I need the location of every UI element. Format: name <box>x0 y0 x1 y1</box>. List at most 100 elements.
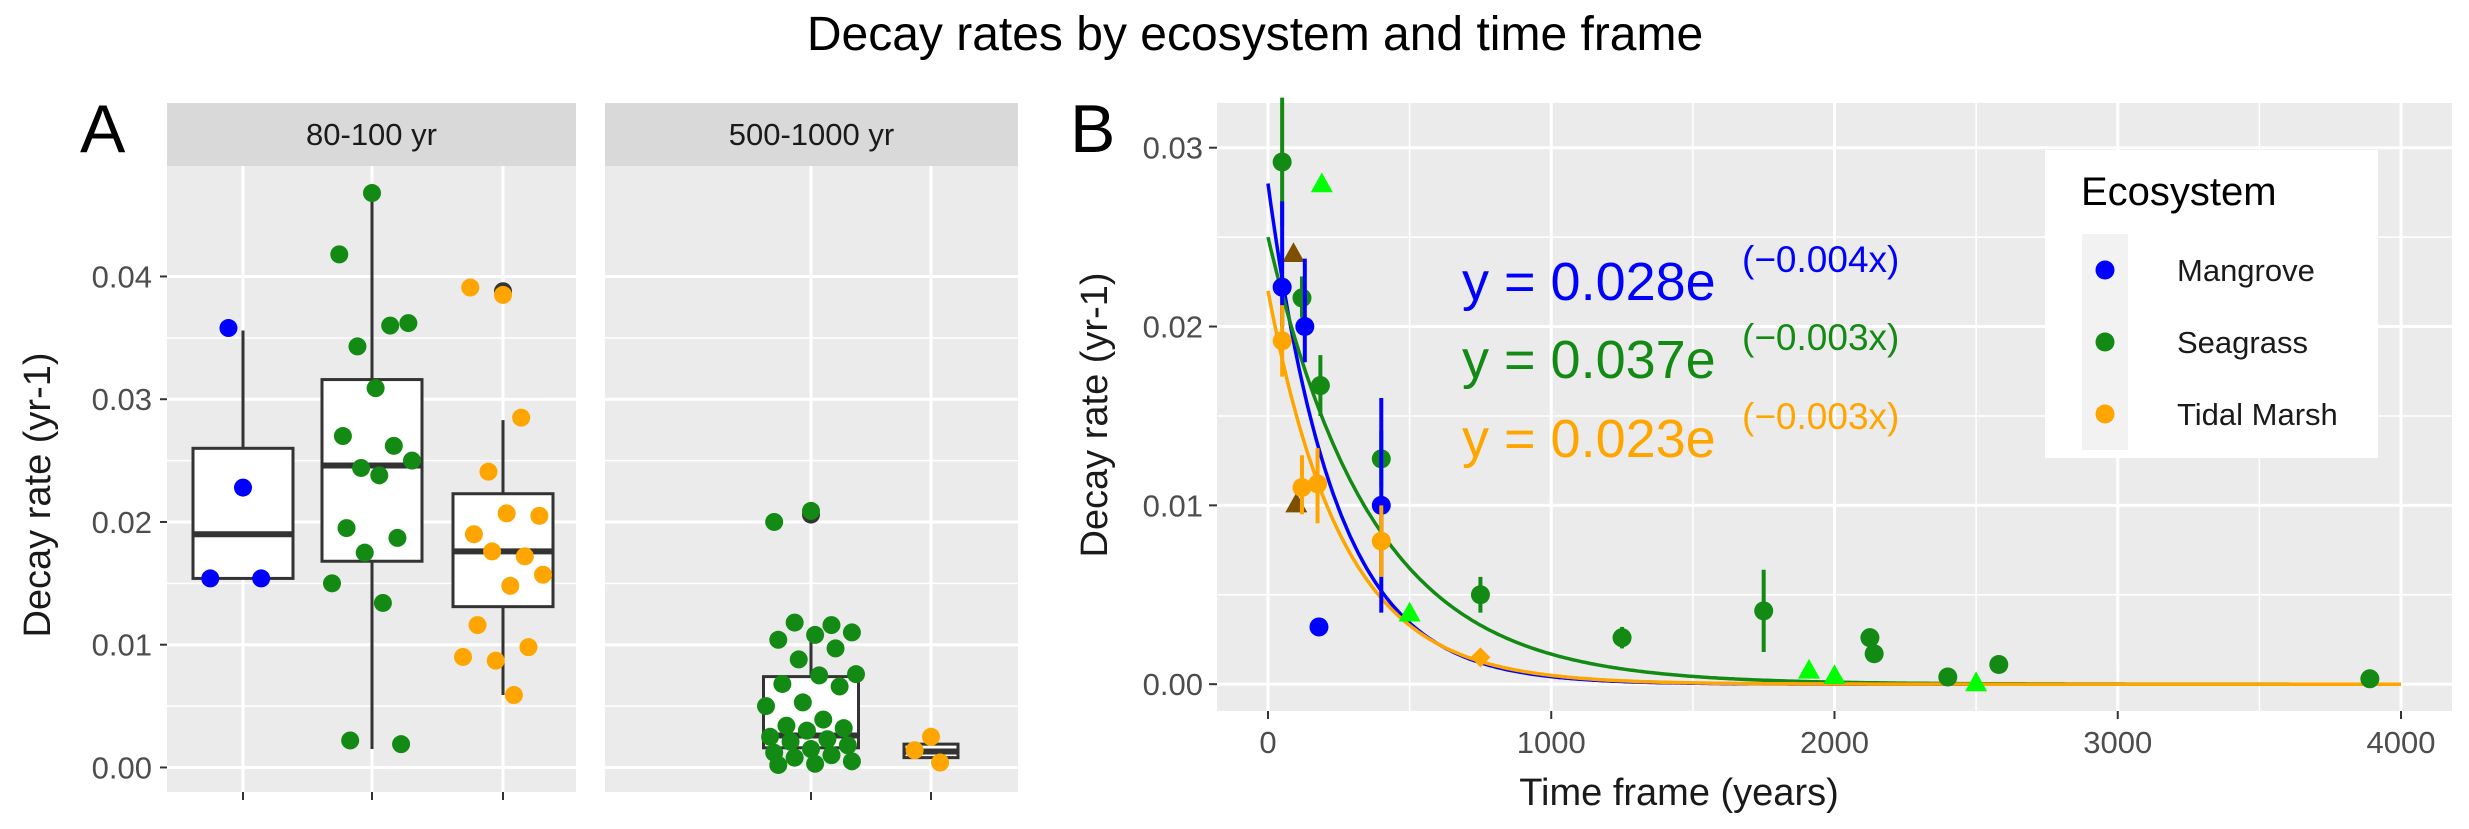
panel-b-points <box>1272 97 2380 692</box>
triangle-marker <box>1965 671 1988 692</box>
point-seagrass <box>1938 667 1958 687</box>
y-tick-label: 0.03 <box>92 382 152 417</box>
point-500-1000-yr-seagrass <box>781 732 800 751</box>
point-80-100-yr-seagrass <box>352 458 371 477</box>
point-80-100-yr-tidal-marsh <box>501 576 520 595</box>
panel-b-y-axis-label: Decay rate (yr-1) <box>1074 272 1116 557</box>
equation-seagrass: y = 0.037e <box>1462 330 1716 390</box>
y-tick-label: 0.00 <box>1143 667 1203 702</box>
point-80-100-yr-tidal-marsh <box>454 647 472 666</box>
point-80-100-yr-seagrass <box>363 184 381 203</box>
point-80-100-yr-tidal-marsh <box>468 616 487 635</box>
point-500-1000-yr-seagrass <box>814 710 833 729</box>
panel-a-tag: A <box>80 91 126 167</box>
panel-b-tag: B <box>1070 91 1115 167</box>
point-seagrass <box>1754 601 1774 621</box>
point-80-100-yr-seagrass <box>381 316 400 335</box>
point-80-100-yr-seagrass <box>384 436 403 455</box>
y-tick-label: 0.03 <box>1143 131 1203 166</box>
point-mangrove <box>1371 495 1391 515</box>
point-80-100-yr-mangrove <box>219 319 238 338</box>
point-80-100-yr-seagrass <box>337 519 356 538</box>
legend-title: Ecosystem <box>2081 170 2277 214</box>
y-tick-label: 0.01 <box>1143 488 1203 523</box>
point-500-1000-yr-seagrass <box>802 740 820 759</box>
point-80-100-yr-tidal-marsh <box>534 565 552 584</box>
point-80-100-yr-mangrove <box>252 569 271 588</box>
panel-a-y-axis-label: Decay rate (yr-1) <box>17 352 59 637</box>
legend-key-tidal-marsh <box>2095 404 2115 424</box>
point-500-1000-yr-seagrass <box>797 721 816 740</box>
point-80-100-yr-tidal-marsh <box>515 547 534 566</box>
equation-exponent-seagrass: (−0.003x) <box>1742 317 1899 358</box>
point-80-100-yr-mangrove <box>201 569 220 588</box>
point-80-100-yr-seagrass <box>373 593 392 612</box>
point-seagrass <box>1864 644 1884 664</box>
point-mangrove <box>1272 277 1292 297</box>
point-500-1000-yr-seagrass <box>838 736 857 755</box>
point-500-1000-yr-seagrass <box>785 613 804 632</box>
point-seagrass <box>1310 376 1330 396</box>
facet-strip-80-100 <box>167 103 576 166</box>
point-500-1000-yr-seagrass <box>822 616 841 635</box>
triangle-marker <box>1823 664 1846 685</box>
point-tidal-marsh <box>1308 474 1328 494</box>
point-80-100-yr-tidal-marsh <box>504 686 523 705</box>
diamond-marker-tidal-marsh <box>1470 647 1491 668</box>
point-500-1000-yr-seagrass <box>806 625 825 644</box>
point-500-1000-yr-tidal-marsh <box>922 727 940 746</box>
panel-b: B Decay rate (yr-1) Time frame (years) 0… <box>1070 91 2452 814</box>
facet-strip-500-1000 <box>605 103 1018 166</box>
panel-a: A Decay rate (yr-1) 80-100 yr 500-1000 y… <box>17 91 1018 800</box>
point-500-1000-yr-seagrass <box>802 501 820 520</box>
point-80-100-yr-seagrass <box>388 528 407 547</box>
point-seagrass <box>1989 655 2009 675</box>
x-tick-label: 3000 <box>2083 725 2152 760</box>
point-500-1000-yr-seagrass <box>785 748 804 767</box>
x-tick-label: 1000 <box>1517 725 1586 760</box>
point-80-100-yr-tidal-marsh <box>483 542 502 561</box>
panel-b-ticks: 0 1000 2000 3000 4000 0.00 0.01 0.02 0.03 <box>1143 131 2436 760</box>
point-80-100-yr-seagrass <box>323 574 341 593</box>
legend-label-tidal-marsh: Tidal Marsh <box>2177 397 2338 432</box>
point-80-100-yr-seagrass <box>392 735 411 754</box>
legend-key-seagrass <box>2095 332 2115 352</box>
panel-a-y-ticks: 0.00 0.01 0.02 0.03 0.04 <box>92 259 932 800</box>
triangle-marker <box>1282 242 1305 263</box>
equation-mangrove: y = 0.028e <box>1462 252 1716 312</box>
point-80-100-yr-mangrove <box>234 478 252 497</box>
point-seagrass <box>1860 628 1880 648</box>
point-500-1000-yr-tidal-marsh <box>931 753 950 772</box>
point-mangrove <box>1295 317 1315 337</box>
point-tidal-marsh <box>1272 331 1292 351</box>
y-tick-label: 0.02 <box>92 505 152 540</box>
triangle-marker <box>1398 601 1421 622</box>
point-80-100-yr-seagrass <box>330 245 349 264</box>
point-80-100-yr-seagrass <box>355 543 374 562</box>
panel-b-x-axis-label: Time frame (years) <box>1519 772 1839 814</box>
point-500-1000-yr-seagrass <box>769 630 788 649</box>
point-80-100-yr-seagrass <box>399 314 418 333</box>
triangle-marker <box>1798 658 1821 679</box>
x-tick-label: 4000 <box>2367 725 2436 760</box>
legend-key-mangrove <box>2095 260 2115 280</box>
y-tick-label: 0.01 <box>92 628 152 663</box>
point-80-100-yr-tidal-marsh <box>519 638 538 657</box>
point-tidal-marsh <box>1371 531 1391 551</box>
point-500-1000-yr-seagrass <box>847 665 865 684</box>
legend-label-seagrass: Seagrass <box>2177 325 2308 360</box>
equation-exponent-mangrove: (−0.004x) <box>1742 239 1899 280</box>
panel-a-points <box>201 184 950 774</box>
point-seagrass <box>1612 628 1632 648</box>
point-80-100-yr-seagrass <box>333 427 352 446</box>
point-500-1000-yr-seagrass <box>806 754 825 773</box>
panel-b-equations: y = 0.028e (−0.004x) y = 0.037e (−0.003x) y … <box>1462 239 1899 469</box>
point-80-100-yr-seagrass <box>403 451 421 470</box>
triangle-marker <box>1310 172 1333 193</box>
point-seagrass <box>1272 152 1292 172</box>
y-tick-label: 0.00 <box>92 750 152 785</box>
box-80-100-yr-mangrove <box>191 446 295 580</box>
y-tick-label: 0.02 <box>1143 310 1203 345</box>
point-80-100-yr-seagrass <box>341 731 360 750</box>
point-500-1000-yr-seagrass <box>793 693 812 712</box>
